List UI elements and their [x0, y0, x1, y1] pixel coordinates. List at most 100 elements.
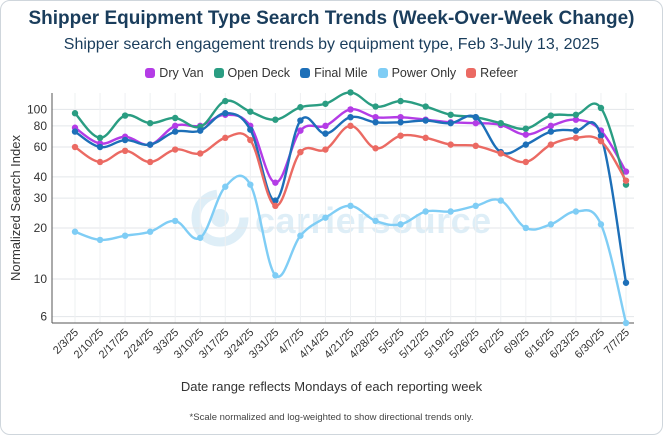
legend-label-final-mile: Final Mile	[314, 66, 368, 80]
y-tick-label: 20	[34, 221, 48, 235]
legend-swatch-dry-van	[145, 68, 156, 78]
data-point-refeer	[322, 146, 329, 153]
data-point-final-mile	[171, 128, 179, 135]
legend-swatch-final-mile	[300, 68, 311, 78]
data-point-power-only	[121, 232, 129, 239]
data-point-power-only	[197, 234, 204, 241]
legend-swatch-refeer	[466, 68, 477, 78]
data-point-final-mile	[222, 110, 229, 117]
data-point-power-only	[96, 236, 104, 244]
data-point-power-only	[472, 202, 479, 210]
data-point-power-only	[347, 202, 354, 210]
legend-label-refeer: Refeer	[480, 66, 518, 80]
data-point-open-deck	[71, 110, 79, 117]
data-point-final-mile	[547, 128, 555, 135]
data-point-refeer	[472, 142, 479, 150]
x-tick-label: 6/2/25	[477, 327, 507, 357]
data-point-refeer	[547, 141, 555, 148]
data-point-power-only	[547, 221, 555, 228]
data-point-open-deck	[272, 116, 279, 123]
y-tick-label: 30	[34, 191, 48, 205]
data-point-final-mile	[272, 197, 279, 204]
data-point-open-deck	[572, 111, 580, 118]
data-point-final-mile	[146, 141, 154, 148]
data-point-final-mile	[297, 117, 304, 124]
data-point-open-deck	[171, 114, 179, 122]
data-point-dry-van	[347, 106, 354, 113]
data-point-power-only	[71, 228, 79, 235]
data-point-open-deck	[121, 112, 129, 119]
y-tick-label: 60	[34, 140, 48, 154]
data-point-power-only	[447, 208, 454, 215]
data-point-dry-van	[472, 119, 479, 127]
data-point-dry-van	[171, 122, 179, 130]
chart-subtitle: Shipper search engagement trends by equi…	[63, 36, 600, 53]
legend-label-dry-van: Dry Van	[159, 66, 204, 80]
data-point-final-mile	[522, 141, 530, 148]
data-point-final-mile	[422, 117, 429, 124]
x-axis-title: Date range reflects Mondays of each repo…	[180, 379, 483, 394]
data-point-power-only	[272, 272, 279, 279]
data-point-refeer	[272, 202, 279, 210]
data-point-open-deck	[397, 97, 404, 105]
legend-item-open-deck[interactable]: Open Deck	[213, 66, 291, 80]
data-point-refeer	[247, 136, 254, 144]
data-point-power-only	[522, 224, 530, 232]
data-point-open-deck	[372, 103, 379, 110]
data-point-open-deck	[447, 111, 454, 118]
data-point-final-mile	[597, 132, 605, 139]
data-point-open-deck	[347, 89, 354, 96]
data-point-power-only	[572, 208, 580, 215]
legend-label-open-deck: Open Deck	[227, 66, 291, 80]
data-point-dry-van	[522, 131, 530, 138]
data-point-open-deck	[96, 134, 104, 142]
legend-item-final-mile[interactable]: Final Mile	[300, 66, 368, 80]
data-point-refeer	[121, 147, 129, 155]
data-point-power-only	[422, 208, 429, 215]
data-point-refeer	[71, 143, 79, 151]
data-point-dry-van	[547, 122, 555, 130]
legend-swatch-power-only	[377, 68, 388, 78]
data-point-power-only	[622, 319, 630, 327]
y-tick-label: 6	[40, 310, 47, 324]
data-point-dry-van	[272, 179, 279, 186]
data-point-power-only	[597, 221, 605, 228]
data-point-final-mile	[372, 119, 379, 126]
data-point-open-deck	[322, 100, 329, 107]
data-point-power-only	[222, 183, 229, 190]
data-point-power-only	[322, 214, 329, 221]
data-point-final-mile	[347, 113, 354, 121]
data-point-open-deck	[522, 125, 530, 132]
legend-item-refeer[interactable]: Refeer	[466, 66, 518, 80]
data-point-dry-van	[572, 116, 580, 123]
y-tick-label: 100	[27, 102, 47, 116]
data-point-power-only	[146, 228, 154, 235]
data-point-refeer	[397, 132, 404, 139]
legend-item-dry-van[interactable]: Dry Van	[145, 66, 204, 80]
legend-swatch-open-deck	[213, 68, 224, 78]
legend-item-power-only[interactable]: Power Only	[377, 66, 456, 80]
data-point-dry-van	[297, 127, 304, 134]
data-point-final-mile	[247, 126, 254, 133]
data-point-final-mile	[121, 136, 129, 144]
data-point-refeer	[447, 141, 454, 148]
data-point-refeer	[171, 146, 179, 153]
data-point-final-mile	[397, 119, 404, 126]
data-point-refeer	[572, 134, 580, 142]
data-point-power-only	[247, 181, 254, 188]
data-point-refeer	[347, 122, 354, 130]
data-point-refeer	[497, 150, 504, 157]
data-point-refeer	[297, 148, 304, 156]
data-point-open-deck	[497, 119, 504, 127]
data-point-refeer	[146, 158, 154, 166]
y-tick-label: 10	[34, 272, 48, 286]
data-point-final-mile	[472, 113, 479, 121]
data-point-dry-van	[322, 122, 329, 130]
data-point-refeer	[372, 145, 379, 152]
data-point-refeer	[422, 134, 429, 142]
data-point-power-only	[171, 217, 179, 225]
data-point-dry-van	[622, 168, 630, 175]
chart-footnote: *Scale normalized and log-weighted to sh…	[189, 412, 474, 423]
